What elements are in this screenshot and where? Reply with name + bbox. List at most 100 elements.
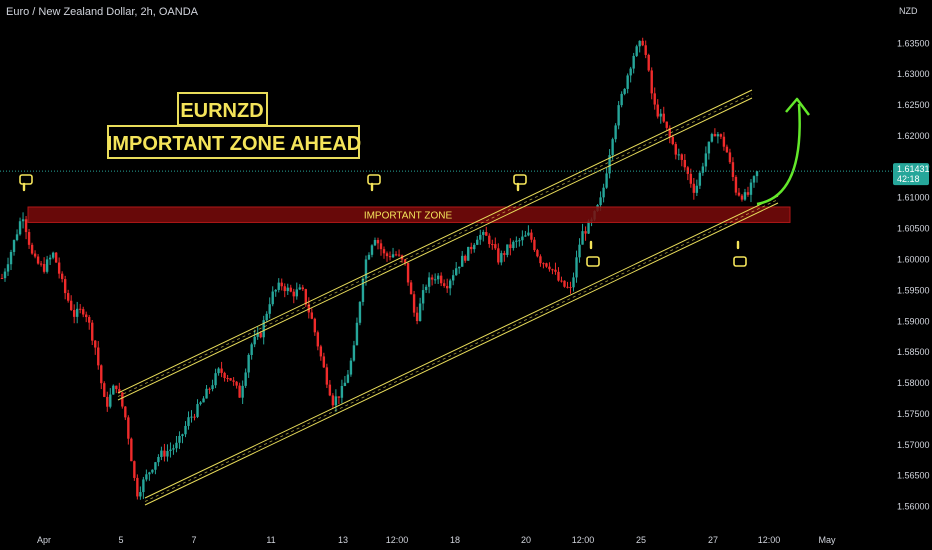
candle-body <box>196 404 199 417</box>
candle-body <box>677 154 680 156</box>
candle-body <box>175 442 178 449</box>
candle-body <box>548 266 551 270</box>
candle-body <box>394 254 398 256</box>
candle-body <box>325 367 329 385</box>
candle-body <box>689 173 693 184</box>
candle-body <box>0 278 4 280</box>
candle-body <box>274 289 277 292</box>
price-tick-label: 1.59000 <box>897 316 930 326</box>
candle-body <box>650 70 653 94</box>
candle-body <box>566 286 569 288</box>
candle-body <box>439 275 443 284</box>
price-axis[interactable]: 1.56000 1.56500 1.57000 1.57500 1.58000 1.585… <box>897 38 930 511</box>
candle-body <box>629 68 632 76</box>
candle-body <box>238 385 241 398</box>
candle-body <box>542 263 545 265</box>
candle-body <box>409 282 413 295</box>
candle-body <box>301 287 304 290</box>
candle-body <box>421 290 425 304</box>
candle-body <box>283 286 286 292</box>
candle-body <box>722 136 726 147</box>
candle-body <box>235 381 238 386</box>
last-price-countdown: 42:18 <box>897 174 920 184</box>
candle-body <box>60 273 64 280</box>
hand-palm <box>367 174 381 185</box>
title-box-2 <box>107 125 360 159</box>
candle-body <box>403 259 407 263</box>
candle-body <box>397 254 401 256</box>
candle-body <box>373 239 377 246</box>
candle-body <box>388 256 392 258</box>
time-tick-label: 13 <box>338 535 348 545</box>
candle-body <box>226 378 229 380</box>
candle-body <box>229 378 232 381</box>
candle-body <box>442 283 446 286</box>
symbol-header: Euro / New Zealand Dollar, 2h, OANDA <box>6 6 198 18</box>
candle-body <box>256 332 259 337</box>
candle-body <box>671 136 674 145</box>
arrow-curve <box>756 103 801 206</box>
candle-body <box>430 277 434 280</box>
candle-body <box>163 450 166 457</box>
candle-body <box>569 287 572 289</box>
candle-body <box>54 252 58 263</box>
candle-body <box>674 144 677 155</box>
time-tick-label: 20 <box>521 535 531 545</box>
candle-body <box>668 127 671 137</box>
candle-body <box>3 271 7 279</box>
candle-body <box>581 231 584 245</box>
candle-body <box>704 153 708 167</box>
candle-body <box>223 372 226 379</box>
hand-down-icon <box>367 174 381 192</box>
candle-body <box>599 197 602 206</box>
candle-body <box>346 374 350 383</box>
candle-body <box>575 257 578 278</box>
candle-body <box>406 262 410 283</box>
candle-body <box>448 280 452 289</box>
candle-body <box>112 385 115 395</box>
candle-body <box>545 263 548 267</box>
candle-body <box>232 380 235 382</box>
candle-body <box>665 121 668 128</box>
candle-body <box>445 285 449 289</box>
channel-line <box>144 202 779 506</box>
time-tick-label: May <box>818 535 836 545</box>
candle-body <box>298 287 301 290</box>
candle-body <box>638 40 641 47</box>
candle-body <box>268 304 271 314</box>
candle-body <box>482 232 485 235</box>
price-tick-label: 1.58000 <box>897 378 930 388</box>
candle-body <box>33 253 37 257</box>
candle-body <box>659 113 662 117</box>
candle-body <box>277 282 280 290</box>
time-axis[interactable]: Apr 5 7 11 13 12:00 18 20 12:00 25 27 12:00 May <box>37 535 836 545</box>
candle-body <box>18 221 22 235</box>
candle-body <box>205 388 208 399</box>
candle-body <box>424 286 428 291</box>
candle-body <box>313 318 317 333</box>
candle-body <box>121 392 124 407</box>
candle-body <box>352 345 356 361</box>
candle-body <box>97 347 100 366</box>
candle-body <box>247 354 250 373</box>
candle-body <box>418 303 422 322</box>
candle-body <box>169 449 172 452</box>
candle-body <box>436 275 440 280</box>
channel-line <box>144 195 779 499</box>
candle-body <box>560 280 563 282</box>
candle-body <box>494 244 497 249</box>
candle-body <box>187 417 190 426</box>
hand-palm <box>513 174 527 185</box>
candle-body <box>310 312 314 319</box>
candle-body <box>214 373 217 386</box>
candle-body <box>497 248 500 263</box>
candle-body <box>295 289 298 297</box>
price-channel <box>117 89 779 506</box>
candle-body <box>316 332 320 347</box>
time-tick-label: 5 <box>118 535 123 545</box>
candle-body <box>692 183 696 193</box>
hand-up-icon <box>733 240 747 267</box>
candle-body <box>166 451 169 457</box>
